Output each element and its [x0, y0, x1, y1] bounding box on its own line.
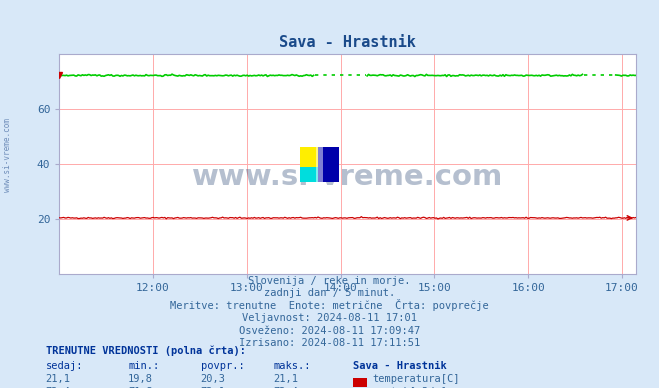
Text: 21,1: 21,1: [45, 374, 71, 384]
Text: Slovenija / reke in morje.: Slovenija / reke in morje.: [248, 276, 411, 286]
Text: Izrisano: 2024-08-11 17:11:51: Izrisano: 2024-08-11 17:11:51: [239, 338, 420, 348]
Text: Veljavnost: 2024-08-11 17:01: Veljavnost: 2024-08-11 17:01: [242, 313, 417, 323]
Bar: [300, 147, 322, 167]
Text: temperatura[C]: temperatura[C]: [372, 374, 460, 384]
Text: www.si-vreme.com: www.si-vreme.com: [3, 118, 13, 192]
Text: 72,4: 72,4: [273, 387, 298, 388]
Text: Sava - Hrastnik: Sava - Hrastnik: [353, 360, 446, 371]
Title: Sava - Hrastnik: Sava - Hrastnik: [279, 35, 416, 50]
Bar: [300, 167, 322, 182]
Bar: [318, 147, 339, 182]
Polygon shape: [316, 147, 323, 182]
Text: 71,2: 71,2: [128, 387, 153, 388]
Text: 72,4: 72,4: [45, 387, 71, 388]
Text: 21,1: 21,1: [273, 374, 298, 384]
Text: 72,1: 72,1: [200, 387, 225, 388]
Bar: [353, 378, 367, 387]
Text: Osveženo: 2024-08-11 17:09:47: Osveženo: 2024-08-11 17:09:47: [239, 326, 420, 336]
Text: 19,8: 19,8: [128, 374, 153, 384]
Text: zadnji dan / 5 minut.: zadnji dan / 5 minut.: [264, 288, 395, 298]
Text: min.:: min.:: [129, 360, 159, 371]
Text: povpr.:: povpr.:: [201, 360, 244, 371]
Text: pretok[m3/s]: pretok[m3/s]: [372, 387, 447, 388]
Text: maks.:: maks.:: [273, 360, 311, 371]
Text: TRENUTNE VREDNOSTI (polna črta):: TRENUTNE VREDNOSTI (polna črta):: [46, 345, 246, 356]
Text: www.si-vreme.com: www.si-vreme.com: [192, 163, 503, 191]
Text: 20,3: 20,3: [200, 374, 225, 384]
Text: Meritve: trenutne  Enote: metrične  Črta: povprečje: Meritve: trenutne Enote: metrične Črta: …: [170, 299, 489, 311]
Text: sedaj:: sedaj:: [46, 360, 84, 371]
